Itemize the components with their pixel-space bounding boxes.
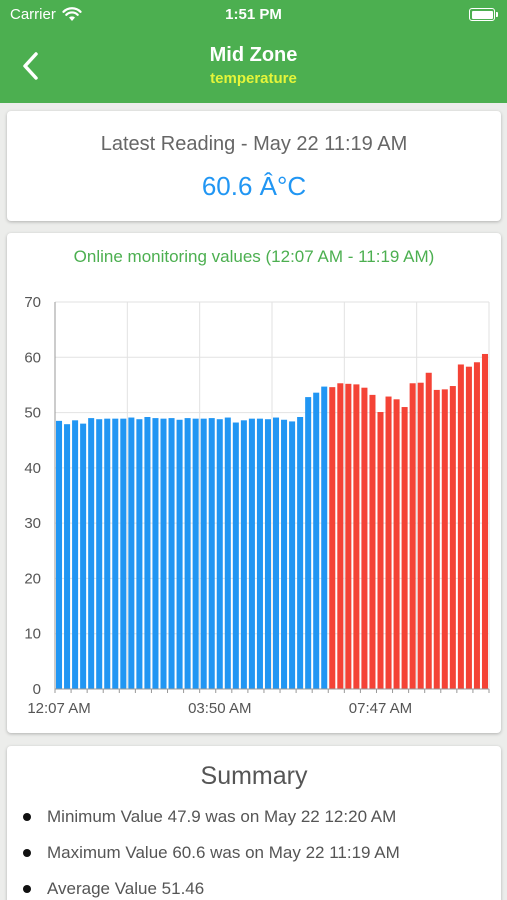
- chart-title: Online monitoring values (12:07 AM - 11:…: [73, 247, 435, 266]
- bar: [481, 353, 488, 689]
- bar: [200, 418, 207, 689]
- bar: [281, 419, 288, 689]
- battery-icon: [469, 8, 498, 21]
- bar: [433, 389, 440, 689]
- bar: [184, 418, 191, 689]
- bar: [425, 372, 432, 689]
- bar: [289, 421, 296, 689]
- page-title: Mid Zone: [209, 44, 298, 66]
- x-tick-label: 07:47 AM: [349, 700, 412, 717]
- bar: [353, 384, 360, 689]
- bar: [152, 418, 159, 689]
- bar: [321, 386, 328, 689]
- bar: [232, 422, 239, 689]
- summary-list: Minimum Value 47.9 was on May 22 12:20 A…: [23, 805, 400, 900]
- bar: [104, 418, 111, 689]
- bar: [417, 382, 424, 689]
- bar: [473, 362, 480, 689]
- bar: [80, 423, 87, 689]
- bar: [256, 418, 263, 689]
- y-tick-label: 20: [24, 570, 41, 587]
- latest-reading-value: 60.6 Â°C: [201, 171, 307, 201]
- carrier-label: Carrier: [10, 6, 56, 23]
- bar: [248, 418, 255, 689]
- status-time: 1:51 PM: [225, 6, 282, 23]
- bar: [96, 419, 103, 689]
- y-tick-label: 70: [24, 294, 41, 311]
- y-tick-label: 50: [24, 405, 41, 422]
- bar: [393, 399, 400, 689]
- summary-average: Average Value 51.46: [23, 877, 400, 900]
- y-tick-label: 40: [24, 460, 41, 477]
- bar: [144, 416, 151, 689]
- status-bar: Carrier 1:51 PM: [0, 0, 507, 30]
- bar: [313, 392, 320, 689]
- bar: [88, 418, 95, 689]
- bar-chart[interactable]: 0 10 20 30 40 50 60 70 12:07 AM 03:50 AM 07:47 AM: [7, 233, 501, 733]
- bar: [385, 396, 392, 689]
- y-tick-label: 60: [24, 349, 41, 366]
- summary-maximum: Maximum Value 60.6 was on May 22 11:19 A…: [23, 841, 400, 877]
- summary-card: Summary Minimum Value 47.9 was on May 22…: [7, 746, 501, 900]
- carrier-info: Carrier: [10, 6, 82, 23]
- bar: [457, 364, 464, 689]
- back-button[interactable]: [18, 48, 48, 84]
- page-subtitle: temperature: [210, 70, 297, 87]
- bar: [128, 417, 135, 689]
- bar: [176, 419, 183, 689]
- bar: [208, 418, 215, 689]
- wifi-icon: [62, 7, 82, 21]
- bar: [369, 394, 376, 689]
- bar: [56, 420, 63, 689]
- y-tick-label: 10: [24, 626, 41, 643]
- bar: [160, 418, 167, 689]
- bar: [112, 418, 119, 689]
- bar: [361, 387, 368, 689]
- chart-card: Online monitoring values (12:07 AM - 11:…: [7, 233, 501, 733]
- latest-reading-card: Latest Reading - May 22 11:19 AM 60.6 Â°…: [7, 111, 501, 221]
- bar: [64, 424, 71, 689]
- bar: [264, 419, 271, 689]
- y-tick-label: 30: [24, 515, 41, 532]
- bar: [377, 412, 384, 689]
- bar: [345, 383, 352, 689]
- bar: [224, 417, 231, 689]
- bar: [240, 420, 247, 689]
- bar: [337, 383, 344, 689]
- summary-heading: Summary: [200, 762, 308, 790]
- bar: [465, 366, 472, 689]
- latest-reading-label: Latest Reading - May 22 11:19 AM: [100, 133, 408, 155]
- bar: [449, 386, 456, 689]
- bar: [168, 418, 175, 689]
- bar: [409, 383, 416, 689]
- app-header: Mid Zone temperature: [0, 30, 507, 103]
- bar: [297, 416, 304, 689]
- bar: [441, 389, 448, 689]
- chevron-left-icon: [23, 52, 38, 80]
- bar: [216, 419, 223, 689]
- x-tick-label: 12:07 AM: [27, 700, 90, 717]
- bar: [401, 407, 408, 689]
- bar: [120, 418, 127, 689]
- bar: [305, 397, 312, 689]
- bar: [273, 417, 280, 689]
- y-tick-label: 0: [33, 681, 41, 698]
- bar: [192, 418, 199, 689]
- x-tick-label: 03:50 AM: [188, 700, 251, 717]
- bar: [136, 419, 143, 689]
- bar: [72, 420, 79, 689]
- summary-minimum: Minimum Value 47.9 was on May 22 12:20 A…: [23, 805, 400, 841]
- bar: [329, 387, 336, 689]
